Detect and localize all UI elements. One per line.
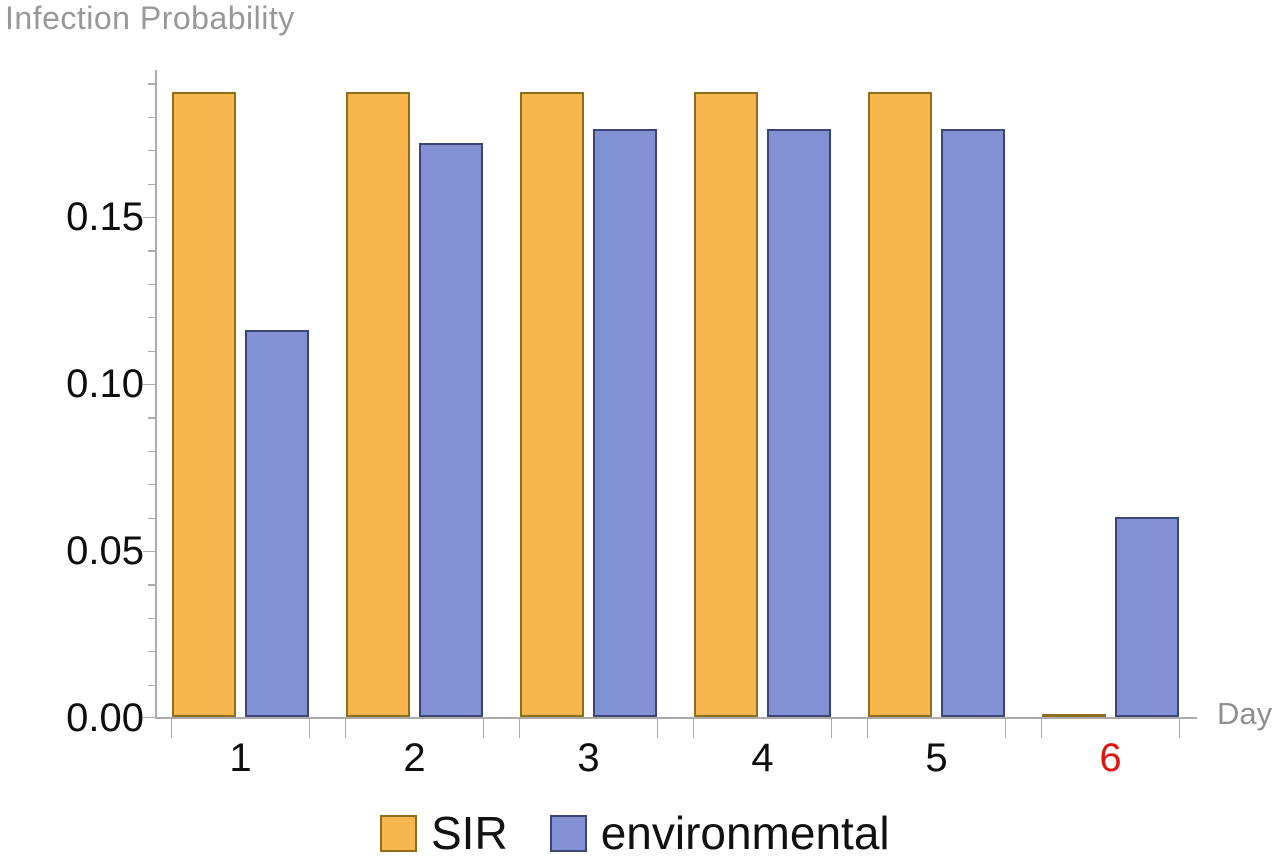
y-minor-tick	[148, 484, 156, 486]
legend-swatch-environmental	[549, 814, 587, 852]
x-axis-label: Day	[1217, 696, 1273, 731]
x-tick-label: 5	[925, 736, 948, 780]
x-tick-label: 1	[229, 736, 252, 780]
x-axis-line	[155, 717, 1197, 719]
bar-environmental-day-5	[941, 129, 1005, 717]
y-minor-tick	[148, 651, 156, 653]
y-minor-tick	[148, 517, 156, 519]
x-tick	[830, 718, 832, 738]
y-tick-label: 0.05	[66, 528, 144, 573]
y-minor-tick	[148, 684, 156, 686]
bar-sir-day-6	[1042, 714, 1106, 717]
bar-sir-day-3	[520, 92, 584, 717]
y-major-tick	[143, 216, 157, 219]
plot-area	[143, 70, 1197, 738]
x-tick	[656, 718, 658, 738]
x-tick	[867, 718, 869, 738]
bar-environmental-day-1	[245, 329, 309, 717]
legend: SIR environmental	[380, 810, 890, 856]
y-minor-tick	[148, 417, 156, 419]
x-tick	[171, 718, 173, 738]
y-minor-tick	[148, 283, 156, 286]
bar-environmental-day-2	[419, 142, 483, 717]
bar-environmental-day-3	[593, 129, 657, 717]
x-tick	[1178, 718, 1180, 738]
legend-label-sir: SIR	[431, 807, 508, 859]
x-tick	[345, 718, 347, 738]
y-major-tick	[143, 383, 157, 386]
legend-swatch-sir	[380, 814, 417, 852]
y-major-tick	[143, 550, 157, 553]
y-minor-tick	[148, 183, 156, 185]
y-minor-tick	[148, 83, 156, 85]
bar-environmental-day-4	[767, 129, 831, 717]
x-tick	[308, 718, 310, 738]
y-minor-tick	[148, 250, 156, 252]
y-minor-tick	[148, 150, 156, 152]
y-tick-label: 0.00	[66, 696, 144, 740]
bar-sir-day-1	[172, 92, 236, 717]
x-tick	[693, 718, 695, 738]
y-minor-tick	[148, 584, 156, 586]
y-tick-label: 0.10	[66, 361, 144, 406]
x-tick-label-highlighted: 6	[1099, 736, 1122, 780]
y-minor-tick	[148, 116, 156, 119]
y-major-tick	[143, 717, 157, 719]
y-minor-tick	[148, 450, 156, 453]
y-minor-tick	[148, 317, 156, 319]
y-axis-line	[155, 70, 157, 719]
bar-environmental-day-6	[1115, 516, 1179, 717]
y-minor-tick	[148, 617, 156, 620]
bar-sir-day-5	[868, 92, 932, 717]
x-tick	[1041, 718, 1043, 738]
x-tick-label: 2	[403, 736, 426, 780]
x-tick	[482, 718, 484, 738]
x-tick	[1004, 718, 1006, 738]
bar-sir-day-2	[346, 92, 410, 717]
x-tick	[519, 718, 521, 738]
y-minor-tick	[148, 350, 156, 352]
y-axis-title: Infection Probability	[5, 0, 295, 36]
legend-label-environmental: environmental	[600, 807, 890, 859]
x-tick-label: 4	[751, 736, 774, 780]
x-tick-label: 3	[577, 736, 600, 780]
y-tick-label: 0.15	[66, 194, 144, 239]
bar-sir-day-4	[694, 92, 758, 717]
